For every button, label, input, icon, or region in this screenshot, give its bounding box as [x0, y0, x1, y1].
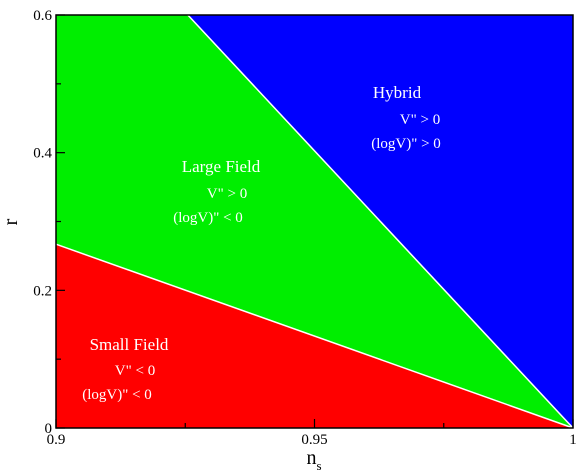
ticks-layer: 0.9 0.95 1 0 0.2 0.4 0.6	[33, 8, 577, 448]
y-axis-label: r	[0, 218, 22, 225]
y-tick-label: 0.4	[33, 146, 52, 162]
boundary-line-2	[187, 14, 574, 429]
large-field-annotation: Large Field V" > 0 (logV)" < 0	[173, 157, 261, 226]
x-tick-label: 1	[569, 432, 577, 448]
x-axis-label: ns	[306, 447, 321, 472]
x-tick-label: 0.9	[47, 432, 66, 448]
hybrid-annotation: Hybrid V" > 0 (logV)" > 0	[371, 83, 441, 152]
y-tick-label: 0	[45, 421, 53, 437]
boundaries-layer	[55, 14, 574, 429]
boundary-line-1	[55, 243, 574, 429]
large-field-condition-2: (logV)" < 0	[173, 210, 243, 226]
large-field-region	[56, 15, 573, 428]
x-axis-label-subscript: s	[316, 458, 321, 472]
small-field-title: Small Field	[90, 335, 169, 354]
x-tick-label: 0.95	[301, 432, 327, 448]
large-field-title: Large Field	[182, 157, 261, 176]
y-tick-label: 0.6	[33, 8, 52, 24]
x-axis-label-main: n	[306, 447, 316, 469]
large-field-condition-1: V" > 0	[207, 186, 247, 202]
hybrid-title: Hybrid	[373, 83, 422, 102]
hybrid-condition-2: (logV)" > 0	[371, 136, 441, 152]
small-field-condition-1: V" < 0	[115, 363, 155, 379]
hybrid-condition-1: V" > 0	[400, 112, 440, 128]
small-field-condition-2: (logV)" < 0	[82, 387, 152, 403]
small-field-annotation: Small Field V" < 0 (logV)" < 0	[82, 335, 169, 403]
y-tick-label: 0.2	[33, 283, 52, 299]
